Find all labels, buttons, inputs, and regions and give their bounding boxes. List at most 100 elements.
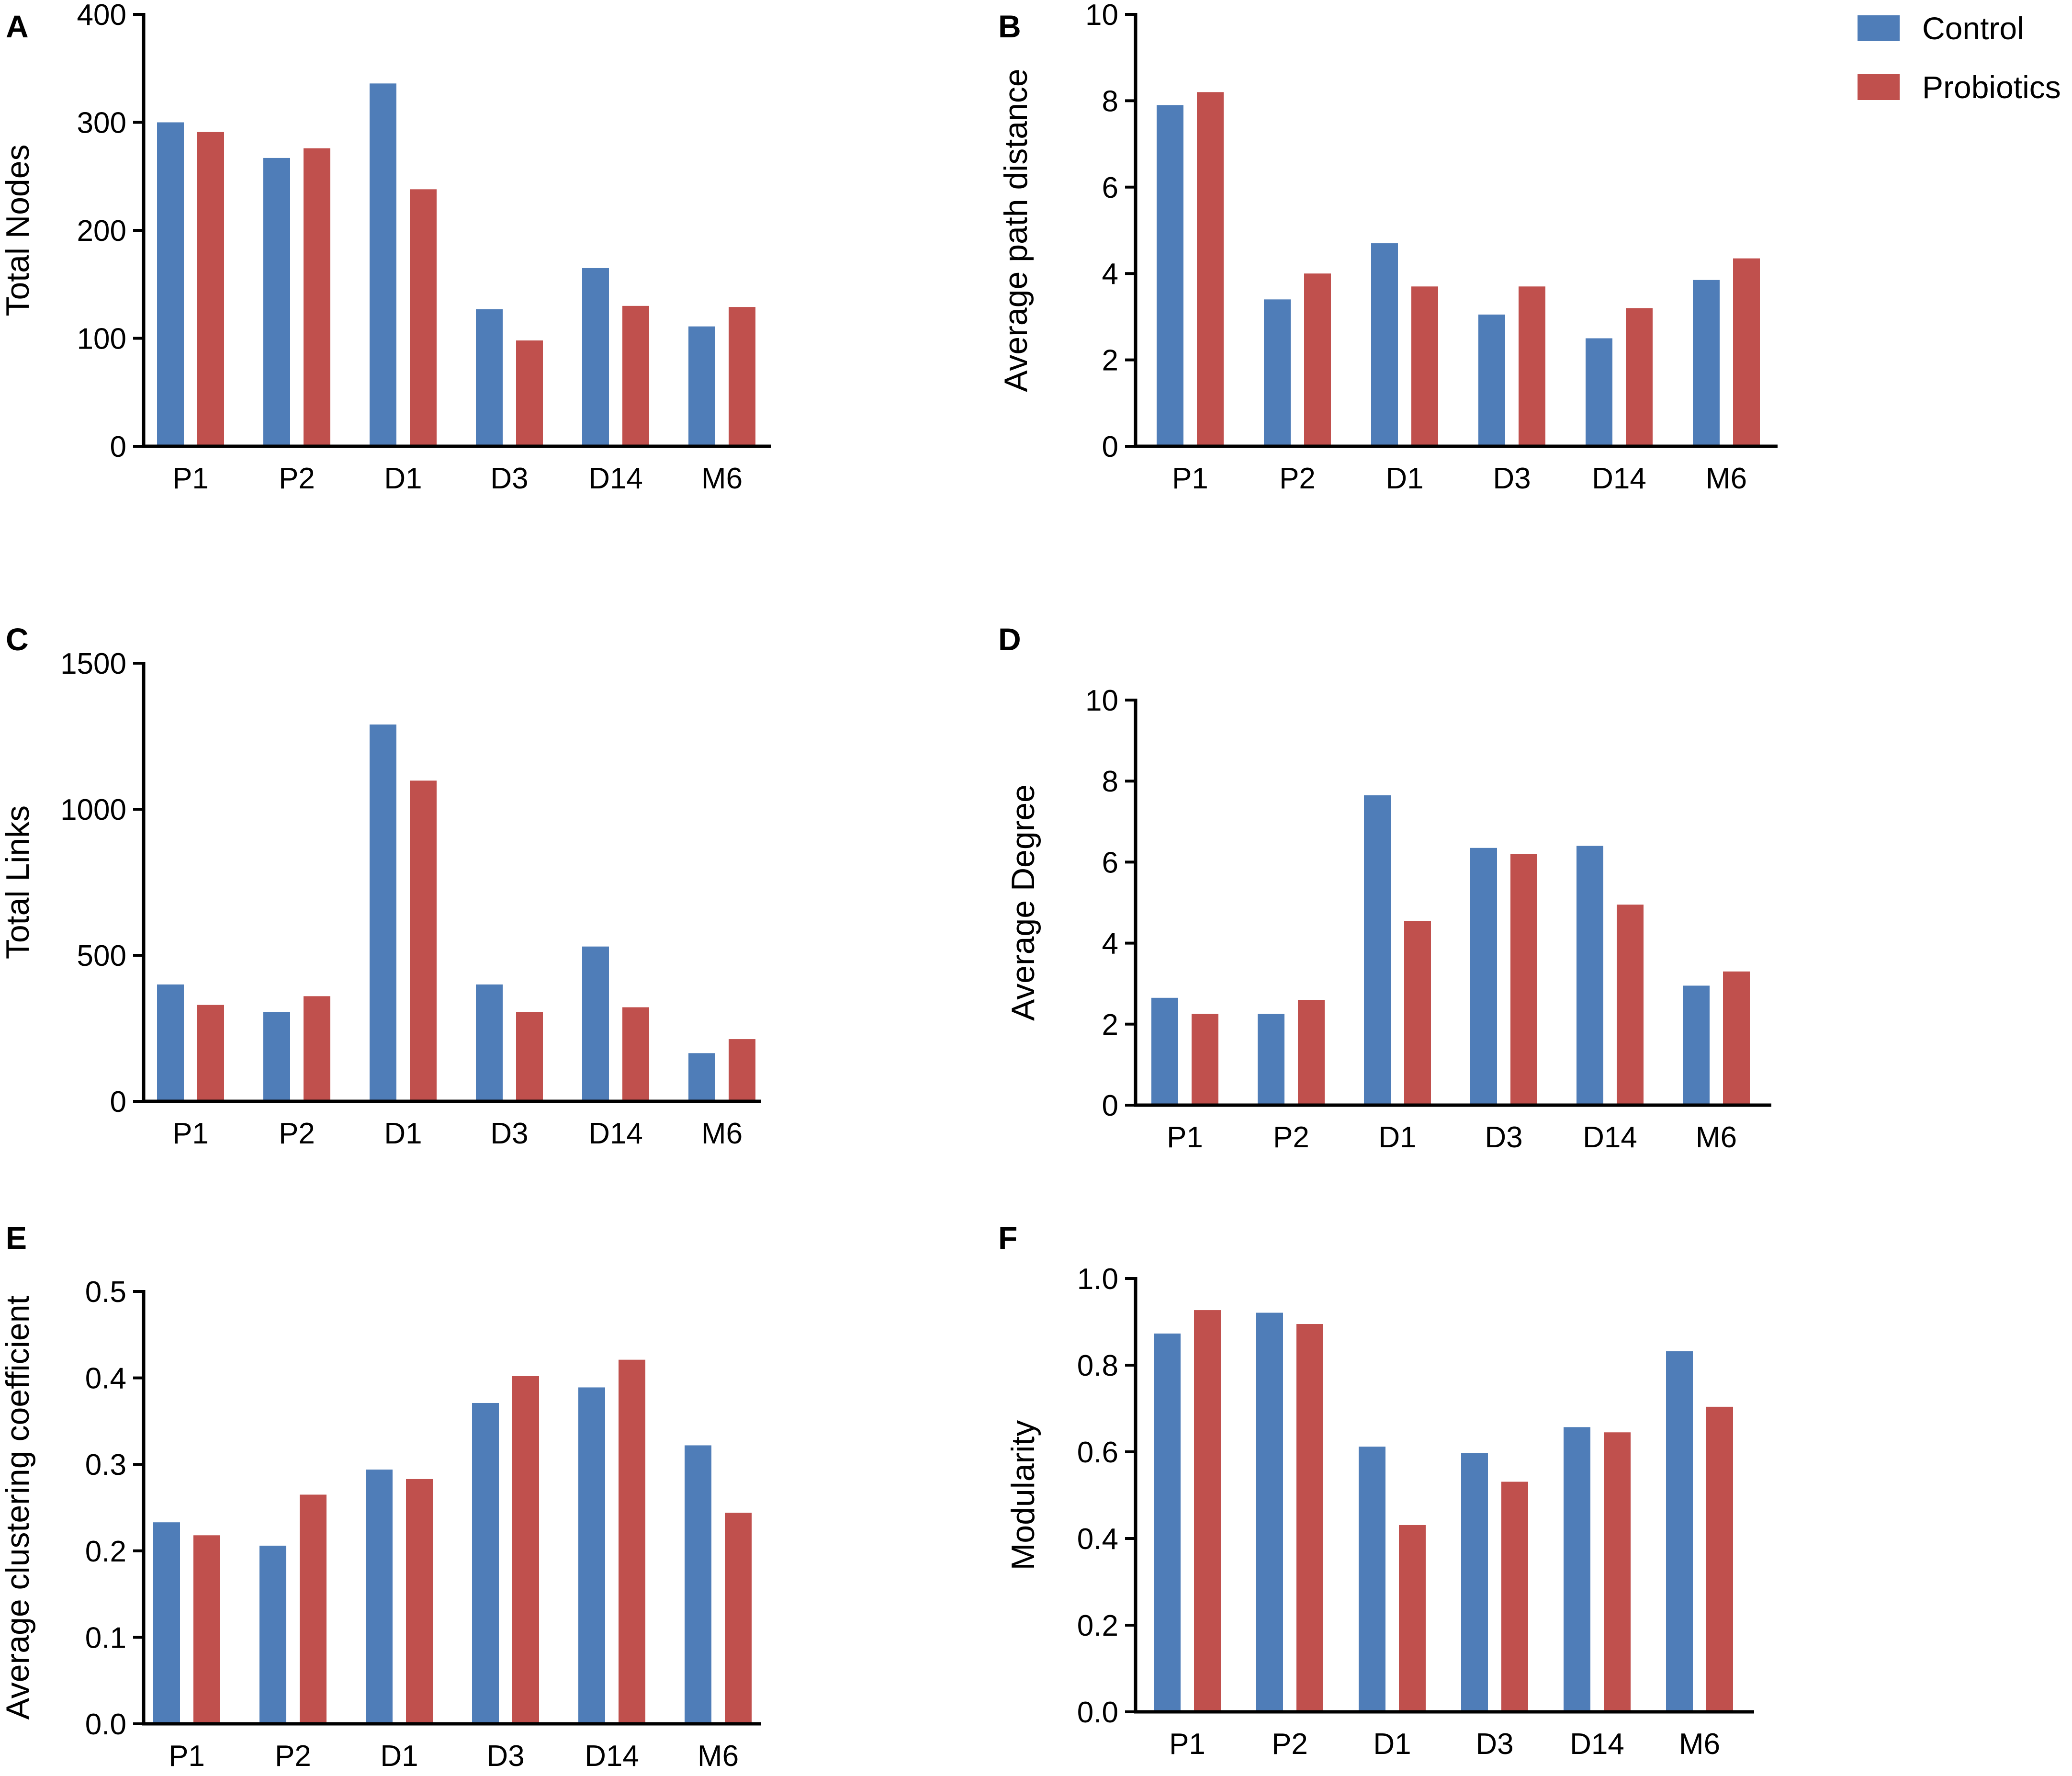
panel-a: A P1 P2 D1 D3 D14 M6 0 100 200 300 400 Total Nodes — [0, 0, 771, 495]
x-tick-label: D3 — [1493, 462, 1531, 495]
y-tick-label: 0.8 — [1077, 1349, 1118, 1382]
y-tick-label: 0.5 — [85, 1276, 126, 1309]
x-tick-label: M6 — [701, 1117, 743, 1150]
bar-control-p1 — [153, 1522, 180, 1724]
legend-label-probiotics: Probiotics — [1922, 69, 2061, 105]
x-tick-label: D3 — [1485, 1121, 1522, 1154]
bar-control-d14 — [1577, 846, 1603, 1105]
y-tick-label: 4 — [1102, 258, 1118, 291]
x-tick-label: P1 — [172, 1117, 209, 1150]
bar-control-d1 — [1359, 1447, 1385, 1712]
y-tick-label: 10 — [1085, 684, 1118, 717]
bar-control-d14 — [582, 946, 609, 1101]
bar-probiotics-d3 — [516, 340, 543, 446]
y-tick-label: 0.2 — [1077, 1609, 1118, 1642]
panel-letter: B — [998, 9, 1021, 44]
x-tick-label: M6 — [1696, 1121, 1737, 1154]
x-tick-label: P2 — [1273, 1121, 1309, 1154]
legend: Control Probiotics — [1858, 11, 2061, 105]
bar-probiotics-d3 — [1510, 854, 1537, 1105]
x-tick-label: P1 — [172, 462, 209, 495]
y-axis-title: Total Links — [0, 805, 36, 959]
y-tick-label: 4 — [1102, 928, 1118, 961]
bar-probiotics-m6 — [729, 1039, 755, 1101]
x-tick-label: P1 — [1172, 462, 1208, 495]
panel-d: D P1 P2 D1 D3 D14 M6 0 2 4 6 8 10 Average Degree — [998, 622, 1771, 1154]
x-tick-label: D14 — [588, 462, 643, 495]
y-tick-label: 0.3 — [85, 1448, 126, 1482]
bar-probiotics-p1 — [197, 1005, 224, 1101]
bar-probiotics-d3 — [1501, 1482, 1528, 1712]
bar-probiotics-d14 — [619, 1359, 645, 1724]
bar-control-p2 — [263, 1012, 290, 1101]
bar-control-d1 — [370, 83, 396, 446]
legend-swatch-probiotics — [1858, 74, 1900, 100]
x-tick-label: D3 — [486, 1740, 524, 1773]
y-tick-label: 1500 — [60, 647, 126, 680]
y-tick-label: 2 — [1102, 1008, 1118, 1041]
bar-probiotics-d14 — [622, 305, 649, 446]
bar-control-d14 — [1586, 338, 1612, 446]
y-axis-title: Average Degree — [1005, 784, 1041, 1021]
y-tick-label: 0.4 — [85, 1362, 126, 1395]
x-tick-label: D1 — [1385, 462, 1423, 495]
x-tick-label: D1 — [380, 1740, 418, 1773]
x-tick-label: D14 — [585, 1740, 639, 1773]
x-tick-label: P1 — [1167, 1121, 1203, 1154]
bar-control-d14 — [582, 268, 609, 446]
y-tick-label: 0 — [1102, 1089, 1118, 1122]
panel-letter: E — [6, 1220, 27, 1256]
bar-probiotics-p1 — [193, 1535, 220, 1724]
bar-probiotics-d3 — [516, 1012, 543, 1101]
bar-control-d3 — [476, 309, 503, 446]
x-tick-label: M6 — [1706, 462, 1747, 495]
x-tick-label: M6 — [1679, 1728, 1720, 1761]
y-tick-label: 400 — [77, 0, 126, 32]
bar-probiotics-p2 — [1296, 1324, 1323, 1712]
x-tick-label: P2 — [279, 462, 315, 495]
panel-b: B P1 P2 D1 D3 D14 M6 0 2 4 6 8 10 Average path distan… — [998, 0, 1778, 495]
bar-probiotics-m6 — [1706, 1406, 1733, 1712]
bar-control-d3 — [476, 984, 503, 1101]
bar-control-d3 — [472, 1403, 499, 1724]
bar-control-p2 — [1256, 1312, 1283, 1712]
bar-probiotics-p1 — [197, 132, 224, 446]
panel-f: F P1 P2 D1 D3 D14 M6 0.0 0.2 0.4 0.6 0.8 1.0 Modulari… — [998, 1220, 1754, 1761]
bar-probiotics-m6 — [1723, 971, 1750, 1105]
y-tick-label: 0.2 — [85, 1535, 126, 1568]
bar-probiotics-p1 — [1192, 1014, 1218, 1105]
bar-control-d3 — [1470, 848, 1497, 1105]
bar-probiotics-d1 — [1411, 286, 1438, 446]
y-tick-label: 0 — [1102, 430, 1118, 464]
x-tick-label: D14 — [1592, 462, 1646, 495]
panel-e: E P1 P2 D1 D3 D14 M6 0.0 0.1 0.2 0.3 0.4 0.5 Average … — [0, 1220, 761, 1773]
bar-control-m6 — [688, 326, 715, 446]
bar-probiotics-d14 — [1617, 905, 1644, 1105]
bar-control-p2 — [1258, 1014, 1284, 1105]
bar-probiotics-d1 — [410, 189, 437, 446]
x-tick-label: M6 — [698, 1740, 739, 1773]
bar-probiotics-m6 — [729, 307, 755, 446]
legend-swatch-control — [1858, 15, 1900, 41]
x-tick-label: P2 — [1272, 1728, 1308, 1761]
y-axis-title: Average clustering coefficient — [0, 1295, 36, 1719]
bar-probiotics-d1 — [406, 1479, 433, 1724]
bar-control-p1 — [1157, 105, 1183, 447]
bar-probiotics-d14 — [1604, 1432, 1631, 1712]
y-tick-label: 2 — [1102, 344, 1118, 377]
bar-control-d3 — [1461, 1453, 1488, 1712]
bar-probiotics-d3 — [1519, 286, 1545, 446]
panel-letter: F — [998, 1220, 1017, 1256]
y-tick-label: 100 — [77, 323, 126, 356]
y-tick-label: 0.1 — [85, 1621, 126, 1654]
y-tick-label: 6 — [1102, 846, 1118, 879]
bar-control-d14 — [578, 1387, 605, 1724]
x-tick-label: D1 — [1373, 1728, 1411, 1761]
x-tick-label: P2 — [1279, 462, 1316, 495]
bar-probiotics-m6 — [725, 1513, 752, 1724]
y-tick-label: 0.0 — [1077, 1696, 1118, 1729]
bar-probiotics-m6 — [1733, 258, 1760, 446]
bar-probiotics-p1 — [1194, 1310, 1221, 1712]
x-tick-label: D14 — [1570, 1728, 1624, 1761]
bar-control-d1 — [370, 724, 396, 1101]
